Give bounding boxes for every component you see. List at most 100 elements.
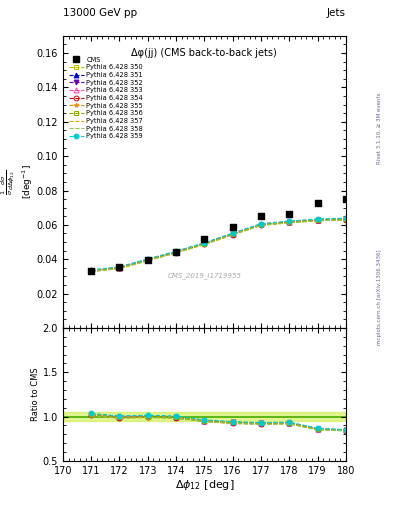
Pythia 6.428 358: [230, 232, 235, 238]
Pythia 6.428 352: [343, 216, 348, 222]
Pythia 6.428 352: [287, 219, 292, 225]
Pythia 6.428 357: [343, 217, 348, 223]
CMS: [343, 195, 349, 203]
Pythia 6.428 355: [117, 264, 122, 270]
Line: Pythia 6.428 356: Pythia 6.428 356: [89, 217, 348, 273]
Pythia 6.428 359: [287, 218, 292, 224]
Pythia 6.428 356: [230, 231, 235, 237]
Pythia 6.428 357: [174, 250, 178, 256]
Pythia 6.428 352: [174, 249, 178, 255]
Pythia 6.428 355: [174, 248, 178, 254]
Pythia 6.428 355: [287, 219, 292, 225]
Pythia 6.428 351: [315, 217, 320, 223]
Line: Pythia 6.428 352: Pythia 6.428 352: [89, 217, 348, 273]
Pythia 6.428 350: [315, 218, 320, 224]
Pythia 6.428 356: [117, 265, 122, 271]
Pythia 6.428 357: [315, 218, 320, 224]
Pythia 6.428 353: [117, 264, 122, 270]
Pythia 6.428 355: [259, 221, 263, 227]
CMS: [173, 247, 179, 255]
Pythia 6.428 355: [315, 216, 320, 222]
Pythia 6.428 356: [202, 241, 207, 247]
Pythia 6.428 354: [230, 231, 235, 238]
Pythia 6.428 355: [230, 230, 235, 237]
Pythia 6.428 357: [145, 258, 150, 264]
Y-axis label: Ratio to CMS: Ratio to CMS: [31, 368, 40, 421]
Pythia 6.428 359: [259, 221, 263, 227]
Pythia 6.428 350: [287, 219, 292, 225]
Pythia 6.428 351: [89, 267, 94, 273]
Pythia 6.428 359: [202, 240, 207, 246]
Pythia 6.428 359: [89, 267, 94, 273]
Pythia 6.428 352: [230, 231, 235, 237]
Pythia 6.428 359: [315, 216, 320, 222]
Pythia 6.428 359: [343, 215, 348, 221]
CMS: [230, 223, 236, 231]
Pythia 6.428 354: [174, 249, 178, 255]
Pythia 6.428 357: [230, 232, 235, 238]
Pythia 6.428 358: [89, 269, 94, 275]
Pythia 6.428 358: [343, 217, 348, 223]
Y-axis label: $\frac{1}{\sigma}\frac{d\sigma}{d\Delta\phi_{12}}$
[deg$^{-1}$]: $\frac{1}{\sigma}\frac{d\sigma}{d\Delta\…: [0, 164, 35, 199]
Pythia 6.428 351: [174, 249, 178, 255]
Text: Jets: Jets: [327, 8, 346, 18]
Pythia 6.428 351: [230, 231, 235, 237]
Pythia 6.428 357: [117, 265, 122, 271]
Pythia 6.428 352: [315, 217, 320, 223]
Pythia 6.428 357: [202, 241, 207, 247]
Pythia 6.428 357: [89, 269, 94, 275]
Pythia 6.428 350: [145, 257, 150, 263]
Pythia 6.428 350: [117, 265, 122, 271]
Pythia 6.428 354: [89, 268, 94, 274]
CMS: [116, 263, 123, 271]
Pythia 6.428 353: [287, 219, 292, 225]
Pythia 6.428 358: [145, 258, 150, 264]
Pythia 6.428 357: [259, 222, 263, 228]
Pythia 6.428 350: [174, 249, 178, 255]
Bar: [63, 412, 346, 421]
CMS: [145, 256, 151, 264]
X-axis label: $\Delta\phi_{12}$ [deg]: $\Delta\phi_{12}$ [deg]: [174, 478, 234, 493]
Pythia 6.428 352: [117, 265, 122, 271]
Pythia 6.428 358: [287, 220, 292, 226]
Pythia 6.428 351: [343, 216, 348, 222]
Pythia 6.428 356: [315, 217, 320, 223]
Pythia 6.428 350: [202, 241, 207, 247]
Pythia 6.428 358: [174, 250, 178, 256]
CMS: [88, 267, 94, 275]
Legend: CMS, Pythia 6.428 350, Pythia 6.428 351, Pythia 6.428 352, Pythia 6.428 353, Pyt: CMS, Pythia 6.428 350, Pythia 6.428 351,…: [69, 57, 143, 139]
Pythia 6.428 356: [145, 257, 150, 263]
Pythia 6.428 353: [259, 221, 263, 227]
Pythia 6.428 356: [174, 249, 178, 255]
CMS: [258, 212, 264, 220]
Line: Pythia 6.428 351: Pythia 6.428 351: [89, 217, 348, 273]
Pythia 6.428 354: [287, 220, 292, 226]
Pythia 6.428 353: [145, 257, 150, 263]
Pythia 6.428 353: [202, 240, 207, 246]
Pythia 6.428 353: [174, 249, 178, 255]
Line: Pythia 6.428 354: Pythia 6.428 354: [89, 217, 348, 274]
Pythia 6.428 358: [315, 218, 320, 224]
Pythia 6.428 354: [202, 241, 207, 247]
Text: Rivet 3.1.10, ≥ 3M events: Rivet 3.1.10, ≥ 3M events: [377, 92, 382, 164]
Pythia 6.428 355: [145, 256, 150, 262]
Pythia 6.428 356: [259, 222, 263, 228]
Pythia 6.428 355: [343, 216, 348, 222]
Pythia 6.428 353: [89, 268, 94, 274]
Pythia 6.428 351: [287, 219, 292, 225]
Pythia 6.428 354: [259, 222, 263, 228]
Pythia 6.428 355: [89, 267, 94, 273]
Pythia 6.428 350: [259, 222, 263, 228]
Line: Pythia 6.428 353: Pythia 6.428 353: [89, 217, 348, 273]
Pythia 6.428 350: [230, 231, 235, 238]
Pythia 6.428 354: [117, 265, 122, 271]
Pythia 6.428 353: [230, 231, 235, 237]
Pythia 6.428 358: [117, 265, 122, 271]
Line: Pythia 6.428 355: Pythia 6.428 355: [89, 216, 348, 273]
Pythia 6.428 350: [343, 217, 348, 223]
Pythia 6.428 359: [174, 248, 178, 254]
Pythia 6.428 352: [89, 268, 94, 274]
Pythia 6.428 353: [315, 217, 320, 223]
Pythia 6.428 359: [230, 230, 235, 236]
Pythia 6.428 356: [343, 216, 348, 222]
